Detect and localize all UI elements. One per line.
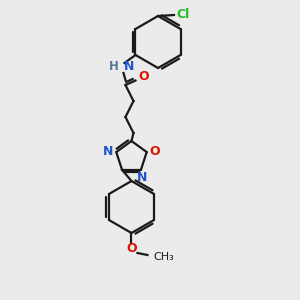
Text: O: O <box>138 70 149 83</box>
Text: N: N <box>124 61 134 74</box>
Text: CH₃: CH₃ <box>154 252 174 262</box>
Text: O: O <box>126 242 137 256</box>
Text: N: N <box>103 145 113 158</box>
Text: H: H <box>109 61 118 74</box>
Text: O: O <box>149 145 160 158</box>
Text: N: N <box>137 171 147 184</box>
Text: Cl: Cl <box>176 8 189 20</box>
